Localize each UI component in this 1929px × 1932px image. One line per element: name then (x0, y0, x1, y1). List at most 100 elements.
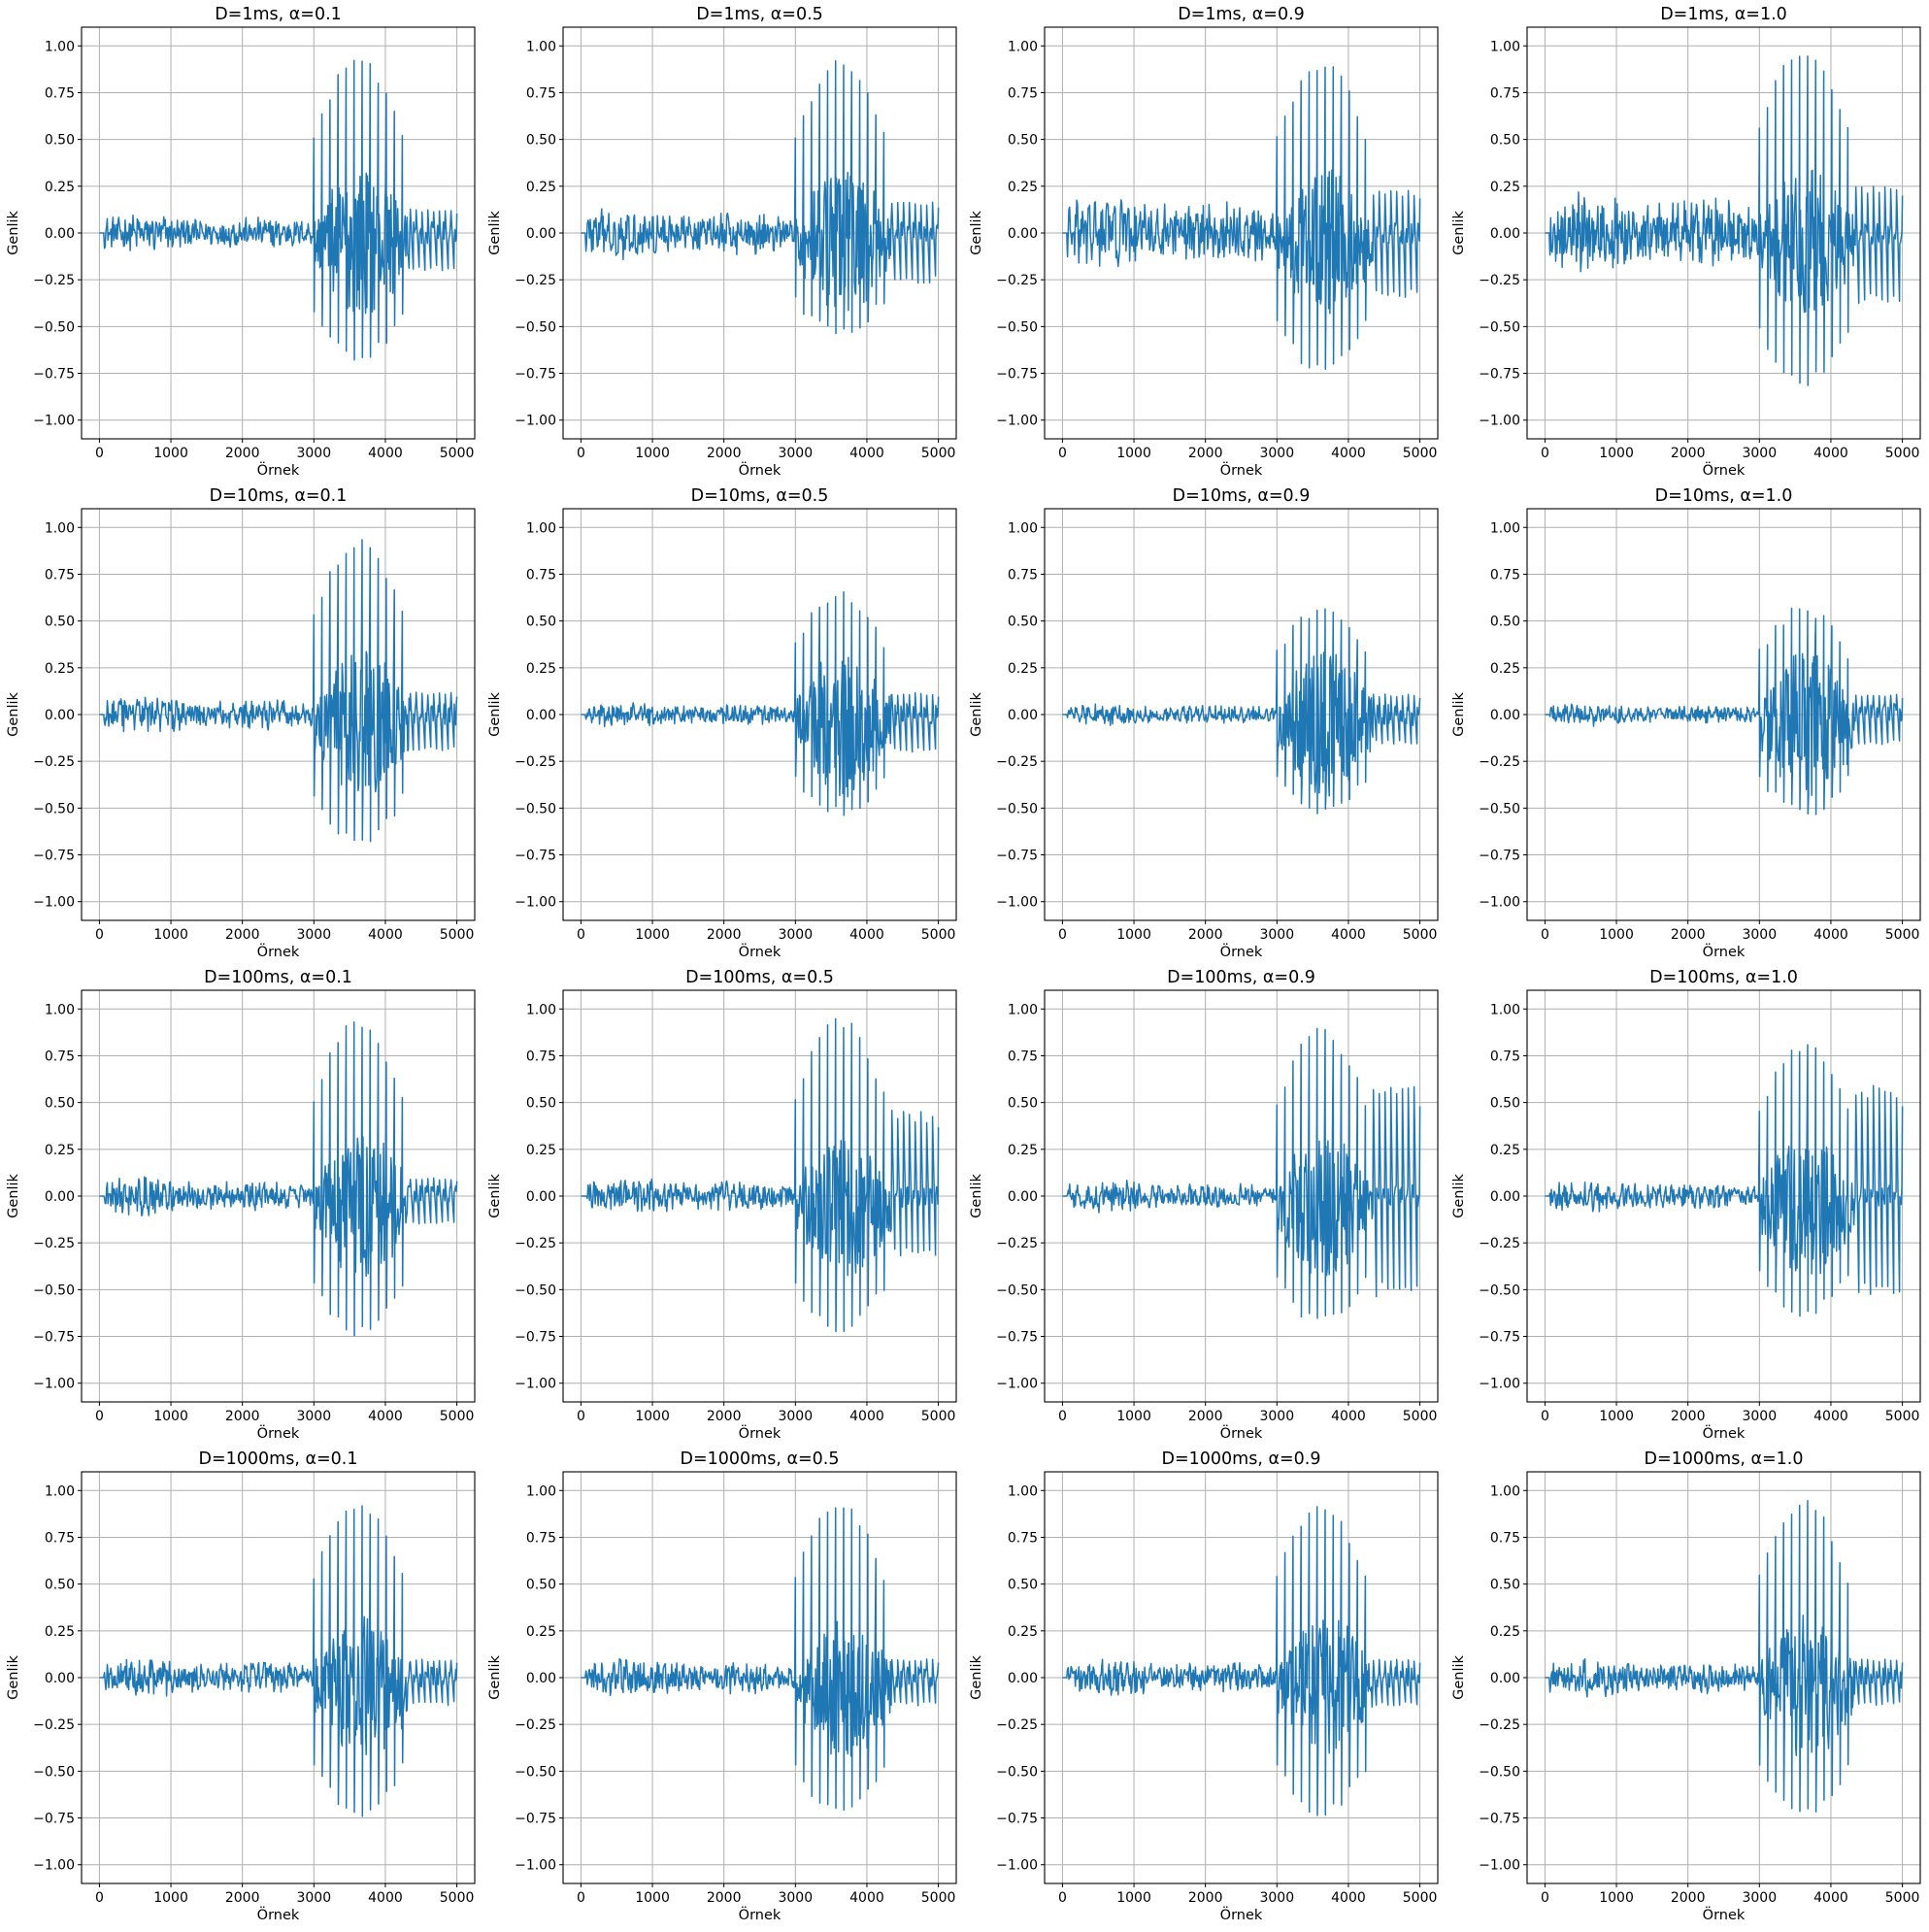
y-tick-label: 1.00 (526, 39, 556, 54)
y-tick-label: 0.50 (45, 615, 75, 630)
grid (563, 27, 956, 439)
panel-title: D=1ms, α=0.1 (215, 5, 342, 24)
signal-line (1545, 1500, 1904, 1814)
x-tick-label: 2000 (1671, 927, 1706, 943)
y-tick-label: 1.00 (526, 520, 556, 536)
y-tick-label: −1.00 (996, 1377, 1038, 1392)
x-tick-label: 0 (577, 446, 585, 461)
y-tick-label: 0.25 (526, 180, 556, 195)
x-tick-label: 5000 (921, 1890, 956, 1906)
x-axis-label: Örnek (739, 1906, 782, 1923)
x-tick-label: 0 (1541, 1409, 1549, 1424)
y-tick-label: 0.25 (1490, 1624, 1520, 1640)
y-tick-label: 0.75 (45, 85, 75, 101)
signal-line (1545, 607, 1904, 816)
x-axis-label: Örnek (257, 1906, 300, 1923)
x-tick-label: 0 (95, 927, 104, 943)
x-axis-label: Örnek (739, 943, 782, 960)
y-tick-label: −0.25 (1479, 1236, 1520, 1251)
y-tick-label: 0.25 (1008, 1624, 1038, 1640)
y-tick-label: −0.75 (33, 367, 75, 383)
y-tick-label: 0.75 (1008, 1530, 1038, 1546)
x-axis-label: Örnek (1703, 1424, 1746, 1442)
subplot-14: 0 1000 2000 3000 4000 5000 −1.00 −0.75 −0.50 −0.2… (487, 1449, 957, 1923)
y-tick-label: −0.50 (996, 1764, 1038, 1780)
x-tick-label: 1000 (1599, 1409, 1634, 1424)
subplot-7: 0 1000 2000 3000 4000 5000 −1.00 −0.75 −0.50 −0.2… (969, 486, 1439, 960)
y-tick-label: 0.50 (1490, 1578, 1520, 1593)
y-tick-label: 1.00 (1008, 1002, 1038, 1017)
panel-title: D=1000ms, α=0.1 (199, 1449, 358, 1469)
signal-line (1062, 1027, 1421, 1319)
y-tick-label: 0.50 (45, 1096, 75, 1112)
y-tick-label: −0.50 (1479, 1282, 1520, 1298)
y-tick-label: 0.00 (1490, 1671, 1520, 1686)
signal-line (581, 59, 940, 335)
signal-line (99, 1505, 458, 1817)
signal-line (581, 1017, 940, 1333)
y-tick-label: 0.25 (45, 180, 75, 195)
x-tick-label: 3000 (778, 1890, 813, 1906)
y-tick-label: 1.00 (526, 1483, 556, 1499)
y-tick-label: 0.50 (1490, 1096, 1520, 1112)
y-tick-label: 0.50 (1008, 615, 1038, 630)
x-tick-label: 3000 (778, 1409, 813, 1424)
x-tick-label: 3000 (1259, 1409, 1294, 1424)
y-tick-label: 1.00 (1008, 1483, 1038, 1499)
x-tick-label: 5000 (1403, 446, 1438, 461)
y-tick-label: 0.25 (45, 1143, 75, 1158)
x-tick-label: 5000 (1403, 927, 1438, 943)
y-tick-label: 1.00 (1490, 1483, 1520, 1499)
y-tick-label: 0.50 (526, 133, 556, 149)
x-axis-label: Örnek (1703, 1906, 1746, 1923)
x-axis-label: Örnek (257, 1424, 300, 1442)
x-tick-label: 2000 (1188, 446, 1223, 461)
y-axis-label: Genlik (487, 1655, 503, 1700)
signal-line (1545, 55, 1904, 386)
y-tick-label: 0.75 (1490, 567, 1520, 583)
panel-title: D=1ms, α=0.9 (1178, 5, 1305, 24)
y-tick-label: −0.50 (33, 1282, 75, 1298)
subplot-6: 0 1000 2000 3000 4000 5000 −1.00 −0.75 −0.50 −0.2… (487, 486, 957, 960)
x-tick-label: 2000 (707, 1409, 742, 1424)
x-tick-label: 1000 (635, 927, 670, 943)
x-tick-label: 0 (1058, 927, 1067, 943)
x-tick-label: 3000 (1742, 1890, 1777, 1906)
panel-title: D=1000ms, α=0.5 (681, 1449, 840, 1469)
y-axis-label: Genlik (487, 1174, 503, 1218)
x-tick-label: 2000 (1188, 1890, 1223, 1906)
y-tick-label: −1.00 (33, 1377, 75, 1392)
panel-title: D=100ms, α=0.5 (685, 968, 834, 987)
y-tick-label: 0.50 (526, 1578, 556, 1593)
y-tick-label: −1.00 (515, 1858, 556, 1874)
y-tick-label: 0.50 (45, 1578, 75, 1593)
y-tick-label: 0.00 (45, 1189, 75, 1205)
y-axis-label: Genlik (6, 1655, 21, 1700)
y-tick-label: 0.25 (526, 1624, 556, 1640)
y-tick-label: −0.75 (996, 849, 1038, 864)
y-tick-label: 0.75 (45, 1530, 75, 1546)
x-tick-label: 5000 (440, 927, 475, 943)
y-tick-label: 0.75 (526, 1530, 556, 1546)
x-axis-label: Örnek (257, 461, 300, 479)
y-tick-label: −0.75 (996, 367, 1038, 383)
x-axis-label: Örnek (1703, 943, 1746, 960)
y-tick-label: −0.50 (515, 801, 556, 816)
y-tick-label: −0.25 (1479, 1717, 1520, 1733)
x-tick-label: 2000 (1188, 1409, 1223, 1424)
x-tick-label: 1000 (1116, 1890, 1151, 1906)
grid (1527, 1472, 1920, 1883)
y-tick-label: −1.00 (1479, 895, 1520, 911)
x-tick-label: 2000 (225, 446, 260, 461)
x-tick-label: 4000 (368, 446, 403, 461)
y-tick-label: 0.25 (1008, 661, 1038, 677)
x-tick-label: 5000 (440, 1890, 475, 1906)
x-tick-label: 2000 (1671, 1890, 1706, 1906)
y-tick-label: −0.75 (515, 849, 556, 864)
x-tick-label: 5000 (440, 446, 475, 461)
x-tick-label: 2000 (225, 927, 260, 943)
y-tick-label: 0.50 (526, 615, 556, 630)
y-tick-label: −1.00 (1479, 1858, 1520, 1874)
y-tick-label: 1.00 (45, 1002, 75, 1017)
